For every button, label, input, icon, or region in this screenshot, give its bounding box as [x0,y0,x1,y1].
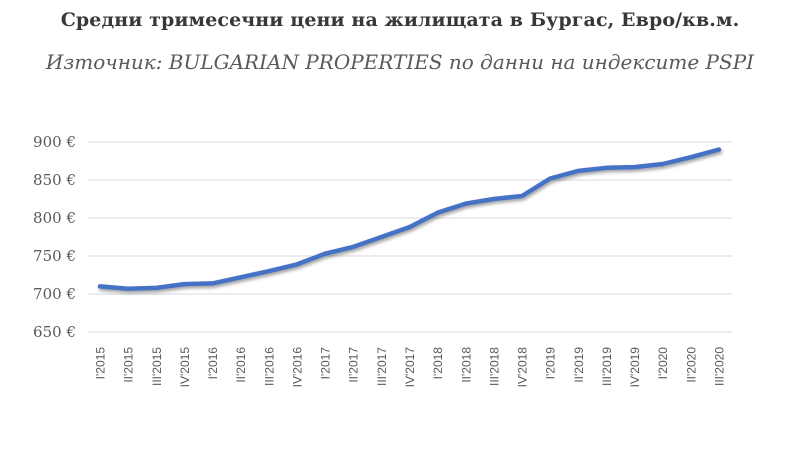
x-axis-tick-label: I'2015 [94,347,108,380]
y-axis-tick-label: 850 € [33,171,76,189]
x-axis-tick-label: I'2018 [431,347,445,380]
x-axis-tick-label: IV'2019 [628,347,642,388]
x-axis-tick-label: II'2018 [459,347,473,383]
x-axis-labels-group: I'2015 II'2015 III'2015 IV'2015 I'2016 II'201… [94,347,727,388]
x-axis-tick-label: II'2017 [347,347,361,383]
x-axis-tick-label: II'2015 [122,347,136,383]
x-axis-tick-label: I'2017 [319,347,333,380]
y-axis-tick-label: 800 € [33,209,76,227]
series-group [97,147,722,291]
y-axis-tick-label: 750 € [33,247,76,265]
x-axis-tick-label: III'2015 [150,347,164,386]
x-axis-tick-label: IV'2015 [178,347,192,388]
price-series-line [97,147,722,291]
x-axis-tick-label: III'2016 [262,347,276,386]
y-axis-tick-label: 900 € [33,133,76,151]
y-axis-labels-group: 650 € 700 € 750 € 800 € 850 € 900 € [33,133,76,341]
gridlines-group [88,141,732,333]
chart-subtitle: Източник: BULGARIAN PROPERTIES по данни … [45,50,755,74]
x-axis-tick-label: II'2019 [572,347,586,383]
x-axis-tick-label: III'2018 [487,347,501,386]
chart-title: Средни тримесечни цени на жилищата в Бур… [60,9,740,31]
x-axis-tick-label: II'2020 [684,347,698,383]
x-axis-tick-label: III'2019 [600,347,614,386]
y-axis-tick-label: 700 € [33,285,76,303]
x-axis-tick-label: I'2019 [544,347,558,380]
x-axis-tick-label: IV'2018 [516,347,530,388]
x-axis-tick-label: IV'2016 [290,347,304,388]
x-axis-tick-label: IV'2017 [403,347,417,388]
x-axis-tick-label: III'2017 [375,347,389,386]
x-axis-tick-label: III'2020 [713,347,727,386]
y-axis-tick-label: 650 € [33,323,76,341]
x-axis-tick-label: I'2020 [656,347,670,380]
x-axis-tick-label: I'2016 [206,347,220,380]
x-axis-tick-label: II'2016 [234,347,248,383]
